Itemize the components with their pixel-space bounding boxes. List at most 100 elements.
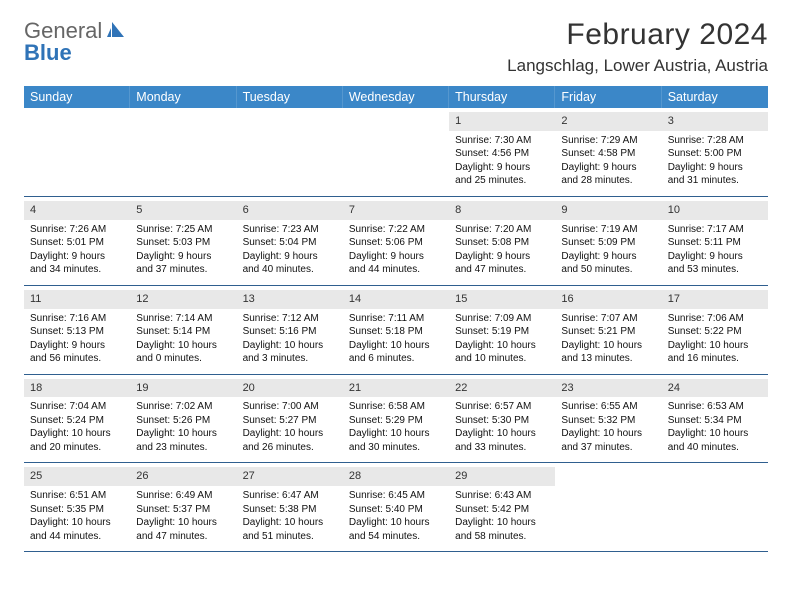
daylight1-text: Daylight: 9 hours	[136, 250, 230, 264]
sunrise-text: Sunrise: 6:51 AM	[30, 489, 124, 503]
day-cell: 29 Sunrise: 6:43 AMSunset: 5:42 PMDayligh…	[449, 463, 555, 551]
daylight1-text: Daylight: 10 hours	[30, 516, 124, 530]
day-number: 26	[130, 467, 236, 486]
daylight2-text: and 13 minutes.	[561, 352, 655, 366]
day-number: 5	[130, 201, 236, 220]
daylight1-text: Daylight: 10 hours	[349, 427, 443, 441]
daylight1-text: Daylight: 10 hours	[455, 427, 549, 441]
daylight1-text: Daylight: 10 hours	[136, 516, 230, 530]
daylight2-text: and 58 minutes.	[455, 530, 549, 544]
day-cell: 1Sunrise: 7:30 AMSunset: 4:56 PMDaylight…	[449, 108, 555, 196]
sunset-text: Sunset: 5:03 PM	[136, 236, 230, 250]
day-cell: 9Sunrise: 7:19 AMSunset: 5:09 PMDaylight…	[555, 197, 661, 285]
weekday-header: Wednesday	[343, 86, 449, 108]
sunrise-text: Sunrise: 6:49 AM	[136, 489, 230, 503]
sunset-text: Sunset: 5:38 PM	[243, 503, 337, 517]
weekday-header-row: Sunday Monday Tuesday Wednesday Thursday…	[24, 86, 768, 108]
day-cell: 15Sunrise: 7:09 AMSunset: 5:19 PMDayligh…	[449, 286, 555, 374]
sunrise-text: Sunrise: 6:58 AM	[349, 400, 443, 414]
day-number: 11	[24, 290, 130, 309]
day-cell: 23Sunrise: 6:55 AMSunset: 5:32 PMDayligh…	[555, 375, 661, 463]
sunset-text: Sunset: 5:34 PM	[668, 414, 762, 428]
day-number: 29	[449, 467, 555, 486]
sunrise-text: Sunrise: 6:57 AM	[455, 400, 549, 414]
daylight2-text: and 40 minutes.	[243, 263, 337, 277]
sunset-text: Sunset: 5:08 PM	[455, 236, 549, 250]
sunset-text: Sunset: 4:56 PM	[455, 147, 549, 161]
sunset-text: Sunset: 5:16 PM	[243, 325, 337, 339]
daylight1-text: Daylight: 9 hours	[349, 250, 443, 264]
sunrise-text: Sunrise: 6:43 AM	[455, 489, 549, 503]
sunrise-text: Sunrise: 7:17 AM	[668, 223, 762, 237]
day-cell: 5 Sunrise: 7:25 AMSunset: 5:03 PMDaylight…	[130, 197, 236, 285]
weekday-header: Saturday	[662, 86, 768, 108]
week-row: 1Sunrise: 7:30 AMSunset: 4:56 PMDaylight…	[24, 108, 768, 197]
sunrise-text: Sunrise: 6:47 AM	[243, 489, 337, 503]
sunset-text: Sunset: 5:42 PM	[455, 503, 549, 517]
top-bar: General Blue February 2024 Langschlag, L…	[24, 18, 768, 76]
sunrise-text: Sunrise: 7:20 AM	[455, 223, 549, 237]
day-cell	[555, 463, 661, 551]
daylight1-text: Daylight: 9 hours	[455, 250, 549, 264]
day-number: 21	[343, 379, 449, 398]
day-number: 24	[662, 379, 768, 398]
sunset-text: Sunset: 5:32 PM	[561, 414, 655, 428]
day-number: 16	[555, 290, 661, 309]
sunrise-text: Sunrise: 6:55 AM	[561, 400, 655, 414]
week-row: 25Sunrise: 6:51 AMSunset: 5:35 PMDayligh…	[24, 463, 768, 552]
day-cell: 20Sunrise: 7:00 AMSunset: 5:27 PMDayligh…	[237, 375, 343, 463]
logo-text-block: General Blue	[24, 18, 129, 66]
daylight2-text: and 54 minutes.	[349, 530, 443, 544]
day-number: 15	[449, 290, 555, 309]
day-number: 8	[449, 201, 555, 220]
sunrise-text: Sunrise: 7:09 AM	[455, 312, 549, 326]
sunrise-text: Sunrise: 7:25 AM	[136, 223, 230, 237]
sunset-text: Sunset: 4:58 PM	[561, 147, 655, 161]
day-cell: 4Sunrise: 7:26 AMSunset: 5:01 PMDaylight…	[24, 197, 130, 285]
day-cell: 3Sunrise: 7:28 AMSunset: 5:00 PMDaylight…	[662, 108, 768, 196]
day-number: 3	[662, 112, 768, 131]
day-cell	[130, 108, 236, 196]
sunset-text: Sunset: 5:40 PM	[349, 503, 443, 517]
daylight2-text: and 44 minutes.	[30, 530, 124, 544]
day-cell: 19Sunrise: 7:02 AMSunset: 5:26 PMDayligh…	[130, 375, 236, 463]
daylight2-text: and 26 minutes.	[243, 441, 337, 455]
weekday-header: Tuesday	[237, 86, 343, 108]
day-cell: 26Sunrise: 6:49 AMSunset: 5:37 PMDayligh…	[130, 463, 236, 551]
daylight2-text: and 50 minutes.	[561, 263, 655, 277]
week-row: 18Sunrise: 7:04 AMSunset: 5:24 PMDayligh…	[24, 375, 768, 464]
daylight1-text: Daylight: 10 hours	[455, 516, 549, 530]
sunset-text: Sunset: 5:22 PM	[668, 325, 762, 339]
daylight1-text: Daylight: 10 hours	[561, 339, 655, 353]
day-cell: 28Sunrise: 6:45 AMSunset: 5:40 PMDayligh…	[343, 463, 449, 551]
day-cell: 14Sunrise: 7:11 AMSunset: 5:18 PMDayligh…	[343, 286, 449, 374]
sunset-text: Sunset: 5:00 PM	[668, 147, 762, 161]
location-label: Langschlag, Lower Austria, Austria	[507, 56, 768, 76]
daylight2-text: and 40 minutes.	[668, 441, 762, 455]
logo-text-blue: Blue	[24, 40, 129, 66]
weekday-header: Thursday	[449, 86, 555, 108]
day-number: 14	[343, 290, 449, 309]
day-cell: 24Sunrise: 6:53 AMSunset: 5:34 PMDayligh…	[662, 375, 768, 463]
sunset-text: Sunset: 5:30 PM	[455, 414, 549, 428]
sunrise-text: Sunrise: 7:14 AM	[136, 312, 230, 326]
day-cell: 2Sunrise: 7:29 AMSunset: 4:58 PMDaylight…	[555, 108, 661, 196]
sunset-text: Sunset: 5:13 PM	[30, 325, 124, 339]
day-cell: 17Sunrise: 7:06 AMSunset: 5:22 PMDayligh…	[662, 286, 768, 374]
daylight2-text: and 0 minutes.	[136, 352, 230, 366]
day-cell: 21Sunrise: 6:58 AMSunset: 5:29 PMDayligh…	[343, 375, 449, 463]
daylight2-text: and 56 minutes.	[30, 352, 124, 366]
sunrise-text: Sunrise: 7:07 AM	[561, 312, 655, 326]
daylight1-text: Daylight: 9 hours	[561, 161, 655, 175]
sunset-text: Sunset: 5:06 PM	[349, 236, 443, 250]
daylight1-text: Daylight: 10 hours	[668, 339, 762, 353]
sunrise-text: Sunrise: 7:00 AM	[243, 400, 337, 414]
week-row: 4Sunrise: 7:26 AMSunset: 5:01 PMDaylight…	[24, 197, 768, 286]
sunrise-text: Sunrise: 7:11 AM	[349, 312, 443, 326]
day-number: 17	[662, 290, 768, 309]
sunrise-text: Sunrise: 7:28 AM	[668, 134, 762, 148]
daylight2-text: and 37 minutes.	[561, 441, 655, 455]
day-cell: 10Sunrise: 7:17 AMSunset: 5:11 PMDayligh…	[662, 197, 768, 285]
sunrise-text: Sunrise: 7:23 AM	[243, 223, 337, 237]
day-number: 10	[662, 201, 768, 220]
